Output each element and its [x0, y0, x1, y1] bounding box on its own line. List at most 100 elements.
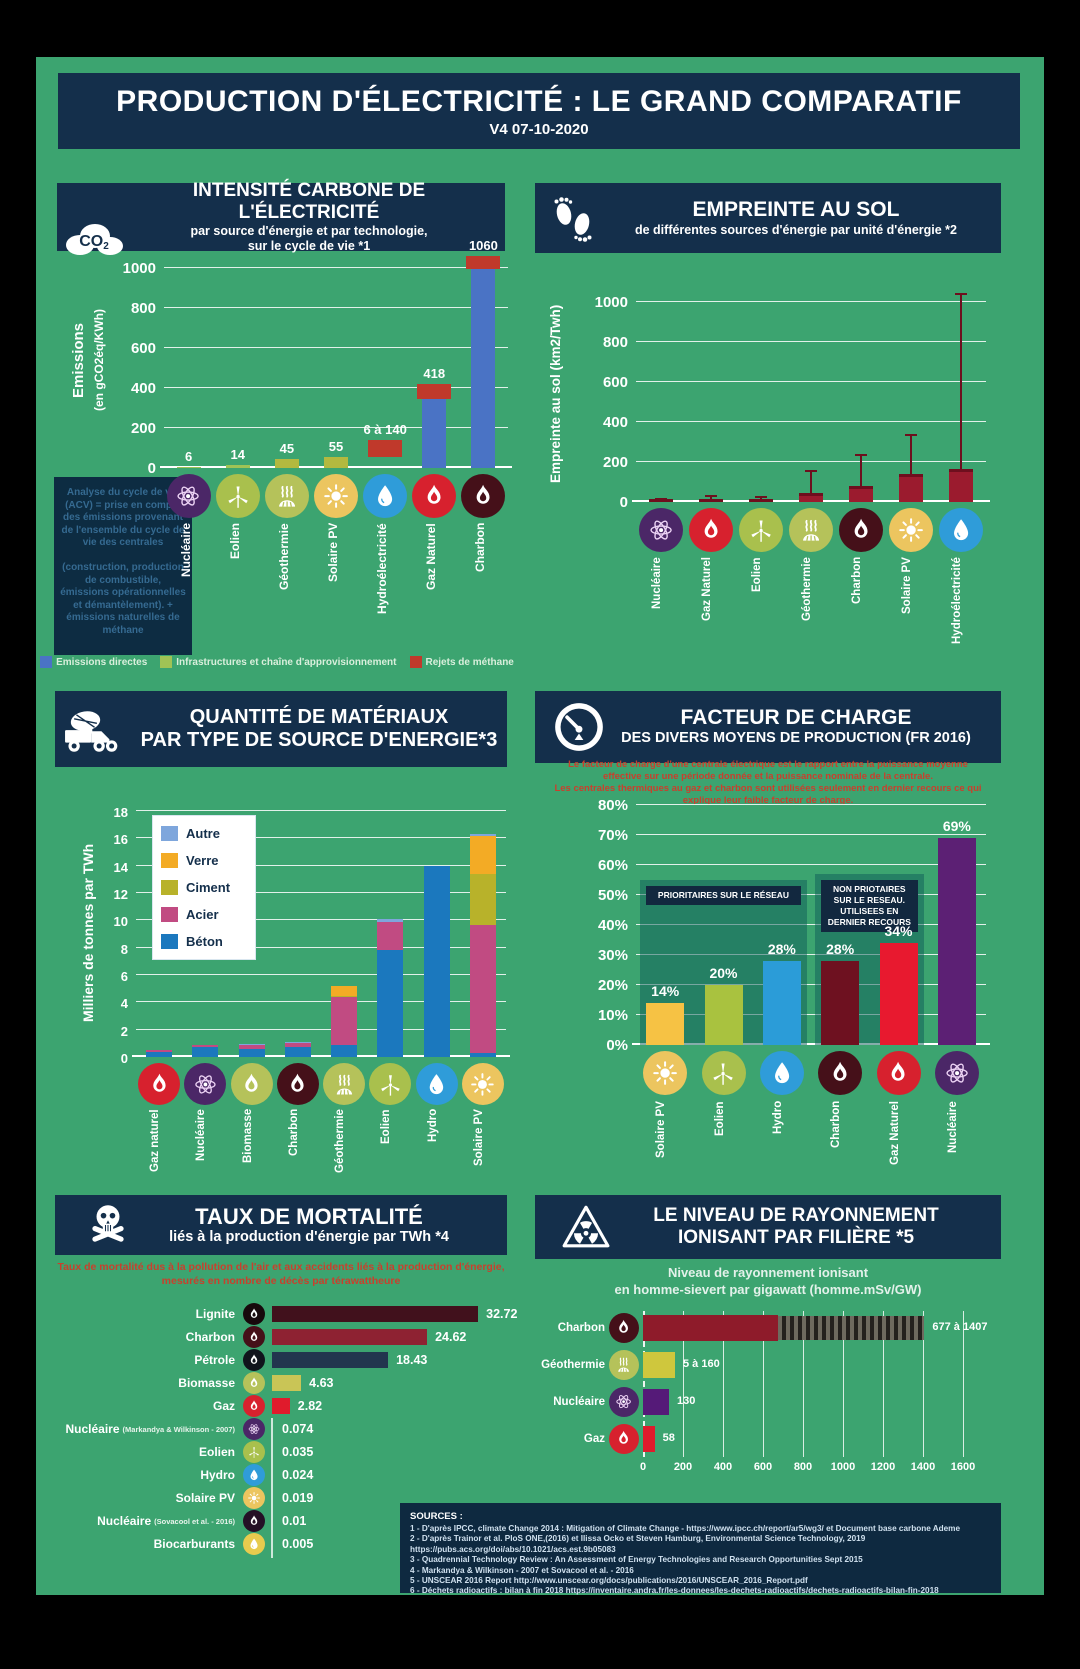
carbon-intensity-chart: 0 200 400 600 800 1000 6 14 45 55 6 à 140 418 1060	[123, 238, 512, 477]
y-tick-label: 800	[130, 300, 156, 317]
sources-heading: SOURCES :	[410, 1511, 463, 1522]
droplet-icon	[759, 1051, 804, 1095]
category-label: Eolien	[227, 523, 242, 560]
bar	[643, 1426, 655, 1452]
row-label-note: (Markandya & Wilkinson - 2007)	[122, 1424, 235, 1434]
whisker-line	[959, 295, 963, 469]
stack-segment-acier	[469, 924, 496, 1053]
panel-header-radiation: LE NIVEAU DE RAYONNEMENT IONISANT PAR FI…	[535, 1195, 1001, 1259]
bar-value-label: 0.035	[282, 1445, 314, 1459]
y-tick-label: 16	[113, 832, 128, 848]
flame-icon	[243, 1395, 265, 1417]
bar-value-label: 28%	[767, 941, 796, 957]
y-tick-label: 800	[602, 334, 628, 351]
poster-version: V4 07-10-2020	[489, 120, 589, 138]
stack-segment-verre	[331, 985, 358, 996]
x-tick-label: 1200	[870, 1461, 896, 1473]
poster-title: PRODUCTION D'ÉLECTRICITÉ : LE GRAND COMP…	[116, 84, 962, 118]
materials-legend: Autre Verre Ciment Acier Béton	[152, 815, 256, 960]
legend-label: Infrastructures et chaîne d'approvisionn…	[176, 656, 397, 668]
y-tick-label: 0	[147, 460, 156, 477]
legend-item: Acier	[161, 907, 247, 922]
category-label: Gaz Naturel	[888, 1101, 901, 1165]
gridline	[164, 387, 508, 388]
y-tick-label: 20%	[597, 977, 628, 994]
bar	[699, 499, 723, 502]
legend-swatch	[161, 826, 178, 841]
y-tick-label: 10	[113, 914, 128, 930]
panel-subtitle: par source d'énergie et par technologie,	[190, 223, 428, 238]
y-tick-label: 10%	[597, 1007, 628, 1024]
y-tick-label: 200	[130, 420, 156, 437]
bar-value-label: 28%	[826, 941, 855, 957]
bar-segment	[471, 269, 496, 468]
geothermal-icon	[264, 474, 309, 518]
y-tick-label: 80%	[597, 797, 628, 814]
whisker-cap	[805, 469, 817, 472]
category-label: Géothermie	[801, 557, 813, 621]
bar-value-label: 4.63	[309, 1376, 334, 1390]
stack-segment-acier	[331, 996, 358, 1045]
bar	[849, 486, 873, 502]
gauge-icon	[553, 701, 605, 753]
stack-segment-autre	[284, 1041, 311, 1043]
x-axis-line	[632, 1043, 990, 1045]
atom-icon	[166, 474, 211, 518]
y-tick-label: 50%	[597, 887, 628, 904]
category-label: Géothermie	[276, 523, 291, 590]
y-tick-label: 2	[120, 1023, 128, 1039]
panel-title: TAUX DE MORTALITÉ	[195, 1203, 423, 1229]
y-tick-label: 1000	[122, 260, 156, 277]
category-label: Solaire PV	[472, 1109, 485, 1166]
stack-segment-béton	[146, 1052, 173, 1057]
whisker-cap	[755, 496, 767, 499]
whisker-line	[909, 436, 913, 474]
category-label: Solaire PV	[326, 523, 340, 583]
gridline	[636, 1014, 986, 1015]
row-label-text: Lignite	[195, 1307, 235, 1321]
gridline	[636, 421, 986, 422]
stack-segment-verre	[469, 835, 496, 874]
bar	[879, 943, 918, 1045]
source-line: 2 - D'après Trainor et al. PloS ONE,(201…	[410, 1534, 866, 1544]
flame-icon	[243, 1303, 265, 1325]
stack-segment-autre	[377, 919, 404, 922]
row-label: Nucléaire	[553, 1396, 605, 1408]
row-label: Solaire PV	[55, 1489, 235, 1507]
flame-icon	[243, 1372, 265, 1394]
category-label: Eolien	[380, 1109, 393, 1144]
droplet-icon	[363, 474, 408, 518]
y-tick-label: 6	[120, 969, 128, 985]
stack-segment-ciment	[469, 873, 496, 925]
panel-title-line2: IONISANT PAR FILIÈRE *5	[677, 1227, 915, 1248]
stack-segment-autre	[238, 1044, 265, 1045]
flame-icon	[412, 474, 457, 518]
flame-icon	[818, 1051, 863, 1095]
bar-value-label: 34%	[884, 923, 913, 939]
whisker-line	[859, 456, 863, 486]
bar-value-label: 32.72	[486, 1307, 518, 1321]
legend-swatch	[161, 934, 178, 949]
stack-segment-acier	[146, 1050, 173, 1053]
materials-chart: 0 2 4 6 8 10 12 14 16 18 Autre Verre Ciment Acier Béto…	[114, 805, 510, 1066]
whisker-line	[709, 497, 713, 500]
sun-icon	[314, 474, 358, 518]
y-axis-label: Empreinte au sol (km2/Twh)	[548, 304, 563, 484]
legend-swatch	[160, 656, 173, 668]
category-label: Nucléaire	[178, 523, 193, 578]
stack-segment-béton	[238, 1048, 265, 1057]
gridline	[164, 307, 508, 308]
row-label-text: Charbon	[185, 1330, 235, 1344]
stack-segment-acier	[192, 1045, 219, 1048]
panel-title: INTENSITÉ CARBONE DE L'ÉLECTRICITÉ	[192, 180, 426, 223]
y-tick-label: 400	[130, 380, 156, 397]
category-label: Charbon	[287, 1109, 300, 1157]
bar-segment	[324, 457, 348, 468]
panel-subtitle: de différentes sources d'énergie par uni…	[634, 222, 957, 237]
bar-segment	[417, 384, 452, 399]
stack-segment-béton	[192, 1047, 219, 1057]
gridline	[763, 1311, 764, 1457]
radiation-description: Niveau de rayonnement ionisant en homme-…	[614, 1265, 922, 1297]
bar	[643, 1352, 675, 1378]
legend-item: Rejets de méthane	[409, 656, 514, 668]
